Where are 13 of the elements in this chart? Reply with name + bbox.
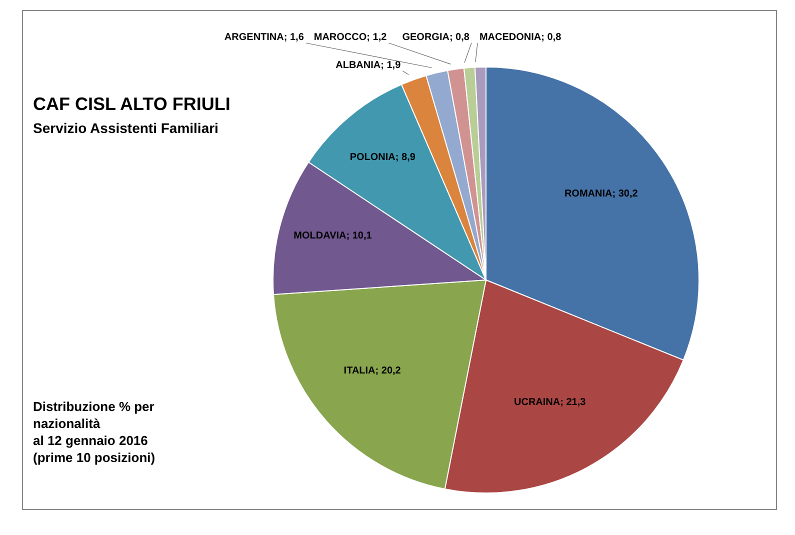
text: Servizio Assistenti Familiari bbox=[33, 120, 218, 136]
slice-label: MAROCCO; 1,2 bbox=[314, 32, 388, 43]
slice-label: ARGENTINA; 1,6 bbox=[224, 32, 304, 43]
slice-label: GEORGIA; 0,8 bbox=[402, 32, 470, 43]
slice-label: ALBANIA; 1,9 bbox=[336, 60, 402, 71]
slice-label: POLONIA; 8,9 bbox=[350, 152, 416, 163]
text: Distribuzione % per nazionalità al 12 gennaio 2016 (prime 10 posizioni) bbox=[33, 398, 156, 466]
slice-label: UCRAINA; 21,3 bbox=[514, 397, 586, 408]
slice-label: MACEDONIA; 0,8 bbox=[479, 32, 562, 43]
slice-label: MOLDAVIA; 10,1 bbox=[294, 230, 372, 242]
text: CAF CISL ALTO FRIULI bbox=[33, 94, 230, 115]
slice-label: ROMANIA; 30,2 bbox=[564, 188, 638, 200]
slice-label: ITALIA; 20,2 bbox=[344, 365, 402, 376]
